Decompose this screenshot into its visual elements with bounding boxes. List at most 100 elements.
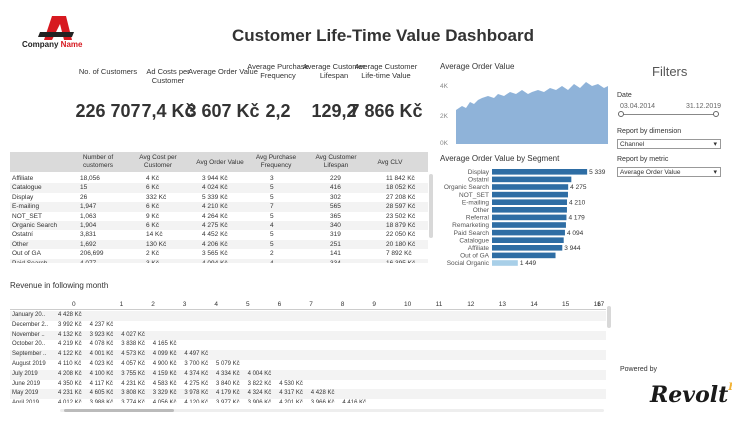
cohort-row[interactable]: May 2019 4 231 Kč 4 605 Kč 3 808 Kč 3 329 Kč… — [10, 389, 606, 400]
table-column-header[interactable]: Avg Purchase Frequency — [255, 154, 297, 169]
area-series — [456, 82, 608, 144]
bar-value-label: 3 944 — [564, 245, 581, 252]
table-row[interactable]: Ostatní 3,831 14 Kč 4 452 Kč 5 319 22 050 Kč — [10, 230, 428, 240]
bar[interactable] — [492, 191, 568, 198]
row-label: Display — [12, 193, 34, 201]
revenue-cell: 4 056 Kč — [152, 400, 177, 404]
dimension-select[interactable]: Channel — [617, 139, 721, 149]
revenue-cell: 4 275 Kč — [184, 380, 209, 387]
bar-value-label: 1 449 — [520, 260, 537, 267]
bar-value-label: 4 094 — [567, 230, 584, 237]
metric-select[interactable]: Average Order Value — [617, 167, 721, 177]
cohort-label: May 2019 — [12, 390, 39, 397]
table-row[interactable]: Other 1,692 130 Kč 4 206 Kč 5 251 20 180 Kč — [10, 239, 428, 250]
table-cell: 9 Kč — [146, 212, 160, 220]
table-row[interactable]: Catalogue 15 6 Kč 4 024 Kč 5 416 18 052 Kč — [10, 183, 428, 193]
table-cell: 1,904 — [80, 222, 97, 229]
revenue-cell: 3 700 Kč — [184, 361, 209, 367]
bar[interactable] — [492, 245, 563, 251]
cohort-row[interactable]: April 2019 4 012 Kč 3 988 Kč 3 774 Kč 4 056 … — [10, 399, 606, 404]
revenue-cell: 3 977 Kč — [216, 400, 240, 404]
table-cell: 1,947 — [80, 203, 97, 211]
table-cell: 15 — [80, 184, 88, 192]
table-cell: 4 210 Kč — [202, 203, 228, 211]
kpi-label: Average Order Value — [188, 67, 258, 76]
table-cell: 3,831 — [80, 231, 97, 239]
month-offset-header: 12 — [467, 301, 475, 308]
cohort-row[interactable]: July 2019 4 208 Kč 4 100 Kč 3 755 Kč 4 159 K… — [10, 369, 606, 380]
table-cell: 5 — [270, 212, 274, 220]
revenue-cell: 4 334 Kč — [216, 370, 240, 377]
month-offset-header: 6 — [277, 301, 282, 308]
table-column-header[interactable]: Avg Order Value — [196, 159, 244, 166]
cohort-row[interactable]: September .. 4 122 Kč 4 001 Kč 4 573 Kč 4 09… — [10, 350, 606, 360]
bar[interactable] — [492, 229, 565, 236]
table-column-header[interactable]: Avg Customer Lifespan — [315, 154, 357, 169]
month-offset-header: 4 — [214, 301, 219, 308]
table-cell: 18 052 Kč — [386, 184, 416, 192]
cohort-label: November .. — [12, 331, 45, 338]
row-label: Catalogue — [12, 184, 42, 192]
table-row[interactable]: NOT_SET 1,063 9 Kč 4 264 Kč 5 365 23 502 Kč — [10, 211, 428, 221]
bar[interactable] — [492, 176, 572, 183]
bar[interactable] — [492, 184, 569, 190]
bar[interactable] — [492, 199, 568, 205]
cohort-label: September .. — [12, 351, 47, 358]
table-row[interactable]: Organic Search 1,904 6 Kč 4 275 Kč 4 340 18 87… — [10, 221, 428, 231]
table-row[interactable]: Out of GA 206,699 2 Kč 3 565 Kč 2 141 7 892 Kč — [10, 249, 428, 259]
table-cell: 7 — [270, 203, 274, 211]
cohort-row[interactable]: November .. 4 132 Kč 3 923 Kč 4 027 Kč — [10, 330, 606, 341]
table-column-header[interactable]: Number of customers — [82, 154, 114, 169]
table-column-header[interactable]: Avg Cost per Customer — [139, 154, 177, 169]
filters-title: Filters — [652, 64, 688, 79]
kpi-label: No. of Customers — [78, 67, 138, 76]
bar[interactable] — [492, 214, 567, 221]
bar[interactable] — [492, 222, 566, 228]
bar[interactable] — [492, 207, 567, 213]
cohort-label: October 20.. — [12, 341, 46, 348]
table-cell: 6 Kč — [146, 222, 160, 229]
bar[interactable] — [492, 237, 564, 243]
table-cell: 340 — [330, 222, 341, 229]
revenue-cell: 4 120 Kč — [184, 400, 209, 404]
month-offset-header: 1 — [119, 301, 124, 308]
revenue-cell: 4 099 Kč — [152, 351, 177, 358]
page-title: Customer Life-Time Value Dashboard — [232, 26, 534, 45]
bar[interactable] — [492, 260, 518, 266]
month-offset-header: 3 — [182, 301, 187, 308]
revenue-cell: 3 978 Kč — [184, 390, 209, 397]
bar[interactable] — [492, 169, 588, 175]
row-label: Other — [12, 240, 29, 248]
table-cell: 3 Kč — [146, 260, 159, 263]
revenue-cell: 3 755 Kč — [121, 370, 145, 377]
cohort-row[interactable]: December 2.. 3 992 Kč 4 237 Kč — [10, 320, 606, 331]
cohort-row[interactable]: October 20.. 4 219 Kč 4 078 Kč 3 838 Kč 4 16… — [10, 340, 606, 351]
date-slider-start-handle[interactable] — [618, 111, 624, 117]
powered-by-label: Powered by — [620, 366, 657, 373]
table-row[interactable]: Paid Search 4,077 3 Kč 4 094 Kč 4 334 16 395 K… — [10, 258, 428, 263]
table-row[interactable]: E-mailing 1,947 6 Kč 4 210 Kč 7 565 28 597 Kč — [10, 202, 428, 212]
revenue-cell: 4 219 Kč — [58, 341, 82, 348]
cohort-row[interactable]: June 2019 4 350 Kč 4 117 Kč 4 231 Kč 4 583 K… — [10, 379, 606, 390]
table-cell: 27 208 Kč — [386, 193, 416, 201]
revenue-cell: 4 132 Kč — [58, 331, 82, 338]
date-slider-end-handle[interactable] — [713, 111, 719, 117]
table-scrollbar[interactable] — [429, 174, 433, 238]
table-row[interactable]: Display 26 332 Kč 5 339 Kč 5 302 27 208 Kč — [10, 192, 428, 203]
month-offset-header: 5 — [246, 301, 250, 308]
date-range-slider[interactable] — [621, 114, 717, 115]
revenue-cell: 4 374 Kč — [184, 370, 209, 377]
revenue-cell: 3 822 Kč — [247, 380, 272, 387]
table-cell: 6 Kč — [146, 184, 160, 192]
bar-category-label: Other — [473, 207, 490, 214]
revenue-horizontal-scrollbar[interactable] — [64, 409, 174, 412]
cohort-row[interactable]: August 2019 4 110 Kč 4 023 Kč 4 057 Kč 4 900… — [10, 360, 606, 370]
table-cell: 7 892 Kč — [386, 250, 412, 258]
revenue-vertical-scrollbar[interactable] — [607, 306, 611, 328]
cohort-row[interactable]: January 20.. 4 428 Kč — [10, 311, 606, 321]
bar[interactable] — [492, 252, 556, 259]
table-cell: 14 Kč — [146, 231, 163, 239]
table-column-header[interactable]: Avg CLV — [377, 159, 403, 166]
table-row[interactable]: Affiliate 18,056 4 Kč 3 944 Kč 3 229 11 842 Kč — [10, 174, 428, 184]
kpi-label: Ad Costs per Customer — [146, 67, 190, 85]
